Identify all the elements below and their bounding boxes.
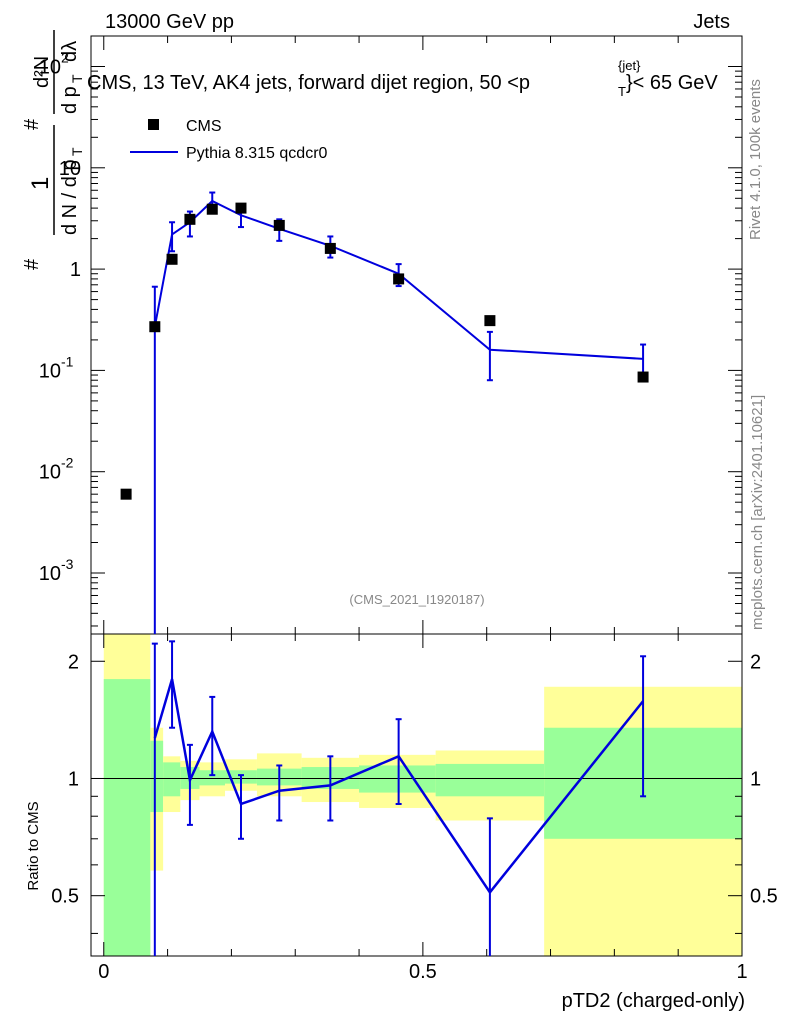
main-y-tick-exp: -3 (61, 556, 74, 572)
main-y-tick-text: 1 (70, 259, 81, 281)
band-inner-bin (150, 740, 164, 813)
main-y-tick-label: 1 (70, 259, 81, 281)
cms-data-point (149, 321, 161, 333)
rivet-label: Rivet 4.1.0, 100k events (747, 79, 764, 240)
plot-title-end: }< 65 GeV (626, 72, 718, 94)
main-y-tick-exp: -2 (61, 455, 74, 471)
main-y-tick-text: 10 (39, 360, 61, 382)
plot-title: CMS, 13 TeV, AK4 jets, forward dijet reg… (87, 58, 718, 99)
ratio-uncertainty-bands (103, 634, 742, 956)
svg-text:T: T (69, 74, 85, 83)
main-y-tick-label: 10 2 (39, 49, 69, 78)
cms-data-point (166, 253, 178, 265)
cms-data-point (393, 273, 405, 285)
ratio-plot-frame: 0.5 0.5 1 1 2 2 0 0.5 1 (51, 633, 778, 983)
mc-line (153, 199, 644, 360)
svg-text:#: # (21, 258, 43, 270)
main-series (120, 191, 649, 634)
main-y-tick-text: 10 (39, 56, 61, 78)
svg-text:d²N: d²N (31, 56, 53, 88)
x-tick-label: 0 (98, 961, 109, 983)
ratio-y-tick-label-right: 2 (750, 651, 761, 673)
main-y-axis-title: # 1 d N / d p T # d²N d p T dλ (21, 30, 85, 270)
x-axis-title: pTD2 (charged-only) (562, 990, 745, 1012)
band-inner-bin (103, 679, 151, 956)
legend-data-label: CMS (186, 118, 222, 135)
cms-data-point (484, 315, 496, 327)
main-y-tick-exp: 2 (61, 49, 69, 65)
ratio-y-tick-label-right: 0.5 (750, 886, 778, 908)
cms-data-point (206, 203, 218, 215)
cms-data-point (273, 219, 285, 231)
svg-text:1: 1 (27, 177, 54, 190)
ratio-y-tick-label: 2 (68, 651, 79, 673)
plot-title-sub: T (618, 84, 626, 99)
cms-data-point (235, 202, 247, 214)
main-y-tick-text: 10 (39, 563, 61, 585)
cms-data-point (637, 371, 649, 383)
band-inner-bin (163, 762, 181, 797)
band-inner-bin (199, 770, 226, 786)
cms-data-point (120, 488, 132, 500)
ratio-line (153, 678, 645, 895)
ratio-series (151, 640, 647, 956)
svg-text:#: # (21, 118, 43, 130)
band-inner-bin (359, 765, 436, 793)
x-tick-label: 1 (736, 961, 747, 983)
cms-data-point (324, 242, 336, 254)
ratio-y-tick-label: 1 (68, 768, 79, 790)
category-label: Jets (693, 11, 730, 33)
main-y-tick-text: 10 (59, 158, 81, 180)
svg-text:dλ: dλ (59, 41, 81, 62)
energy-label: 13000 GeV pp (105, 11, 234, 33)
main-y-tick-label: 10 -3 (39, 556, 74, 585)
plot-title-main: CMS, 13 TeV, AK4 jets, forward dijet reg… (87, 72, 530, 94)
svg-text:d N / d p: d N / d p (59, 159, 81, 235)
ratio-y-axis-title: Ratio to CMS (25, 801, 42, 890)
main-y-tick-exp: -1 (61, 353, 74, 369)
mcplots-label: mcplots.cern.ch [arXiv:2401.10621] (749, 395, 766, 630)
analysis-id: (CMS_2021_I1920187) (349, 592, 484, 607)
main-y-tick-label: 10 -2 (39, 455, 74, 484)
band-inner-bin (435, 763, 545, 797)
ratio-y-tick-label: 0.5 (51, 886, 79, 908)
cms-data-point (184, 213, 196, 225)
main-y-tick-text: 10 (39, 462, 61, 484)
svg-text:T: T (69, 147, 85, 156)
x-tick-label: 0.5 (409, 961, 437, 983)
legend-data-marker (148, 119, 159, 130)
ratio-y-tick-label-right: 1 (750, 768, 761, 790)
legend-mc-label: Pythia 8.315 qcdcr0 (186, 145, 328, 162)
svg-text:d p: d p (59, 86, 81, 114)
plot-title-sup: {jet} (618, 58, 641, 73)
main-y-tick-label: 10 -1 (39, 353, 74, 382)
main-y-tick-label: 10 (59, 158, 81, 180)
ratio-frame-border (90, 633, 743, 957)
legend: CMS Pythia 8.315 qcdcr0 (130, 118, 328, 162)
